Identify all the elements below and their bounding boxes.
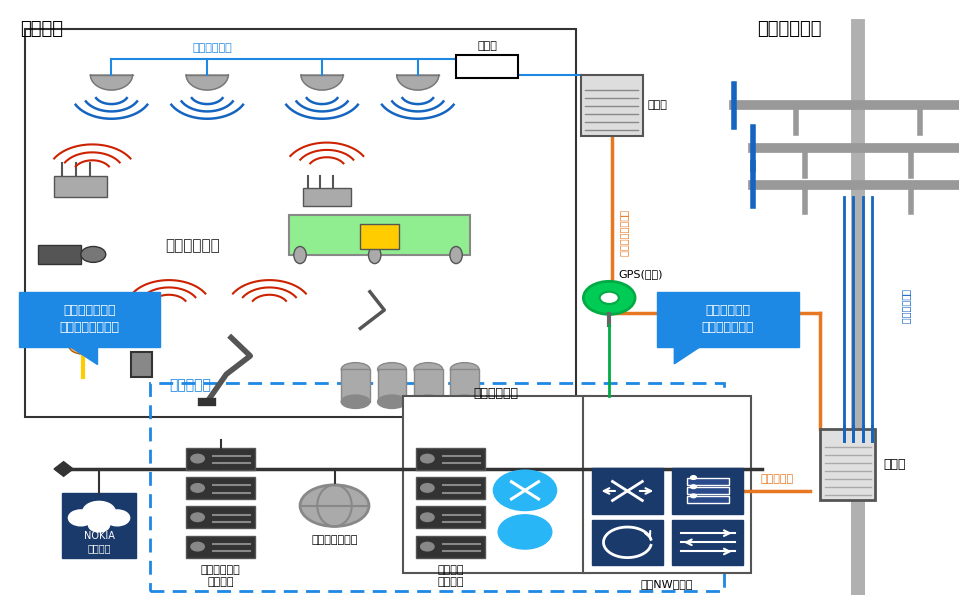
Bar (450, 370, 479, 402)
Bar (403, 395, 590, 573)
Text: コアNW装置群: コアNW装置群 (640, 579, 693, 589)
Bar (186, 535, 255, 558)
Bar (186, 448, 255, 470)
Text: 各種クラウド
サービス: 各種クラウド サービス (201, 565, 240, 588)
Bar (672, 468, 743, 513)
Ellipse shape (377, 363, 406, 376)
Bar (289, 216, 470, 255)
Text: メンテと監視は
クラウドから提供: メンテと監視は クラウドから提供 (60, 304, 119, 334)
Polygon shape (186, 75, 228, 90)
Bar (186, 507, 255, 528)
Ellipse shape (62, 327, 103, 342)
Bar (416, 448, 485, 470)
Bar (416, 477, 485, 499)
Ellipse shape (341, 395, 370, 408)
Polygon shape (674, 347, 700, 364)
Bar (150, 383, 724, 591)
Ellipse shape (294, 246, 306, 263)
Bar (657, 292, 799, 347)
Text: お客様範囲: お客様範囲 (169, 379, 211, 392)
Text: ファイバケーブル: ファイバケーブル (619, 210, 629, 257)
Circle shape (498, 515, 552, 549)
Ellipse shape (414, 395, 443, 408)
Circle shape (191, 513, 204, 521)
Text: 各種社内
システム: 各種社内 システム (437, 565, 464, 588)
Bar (456, 55, 518, 78)
Circle shape (68, 336, 97, 354)
Bar (686, 496, 729, 503)
Bar (61, 494, 136, 558)
Circle shape (420, 542, 434, 551)
Bar (341, 370, 370, 402)
Bar (592, 519, 662, 565)
Bar (54, 176, 107, 197)
Text: GPS(屋外): GPS(屋外) (619, 270, 663, 279)
Text: サーバルーム: サーバルーム (474, 387, 518, 400)
Bar (416, 507, 485, 528)
Bar (37, 244, 81, 264)
Polygon shape (90, 75, 132, 90)
Text: データ通信は
全て構内で完結: データ通信は 全て構内で完結 (702, 304, 755, 334)
Bar (584, 395, 751, 573)
Bar (25, 29, 576, 417)
Bar (186, 477, 255, 499)
Circle shape (420, 513, 434, 521)
Text: 屋内アンテナ: 屋内アンテナ (165, 238, 220, 254)
Circle shape (105, 510, 130, 526)
Circle shape (83, 502, 115, 522)
Bar (686, 478, 729, 485)
Text: 同軸ケーブル: 同軸ケーブル (901, 289, 911, 325)
Bar (820, 429, 876, 500)
Bar (686, 487, 729, 494)
Bar (581, 75, 643, 136)
Text: 屋内配置: 屋内配置 (20, 20, 63, 37)
Circle shape (191, 542, 204, 551)
Bar (360, 225, 398, 249)
Ellipse shape (450, 363, 479, 376)
Polygon shape (54, 462, 73, 476)
Circle shape (81, 246, 106, 262)
Ellipse shape (300, 485, 369, 526)
Text: NOKIA
クラウド: NOKIA クラウド (84, 531, 114, 553)
Circle shape (420, 484, 434, 492)
Text: 基地局: 基地局 (883, 458, 905, 471)
Circle shape (493, 470, 557, 510)
Circle shape (420, 454, 434, 463)
Ellipse shape (450, 246, 463, 263)
Bar (303, 188, 350, 206)
Circle shape (690, 485, 696, 489)
Bar (672, 519, 743, 565)
Circle shape (584, 281, 636, 314)
Ellipse shape (414, 363, 443, 376)
Circle shape (88, 518, 109, 532)
Ellipse shape (341, 363, 370, 376)
Bar (377, 370, 406, 402)
Bar (414, 370, 443, 402)
Text: 屋外アンテナ: 屋外アンテナ (757, 20, 822, 37)
Circle shape (690, 494, 696, 498)
Bar (592, 468, 662, 513)
Polygon shape (71, 347, 97, 364)
Ellipse shape (377, 395, 406, 408)
Text: インターネット: インターネット (311, 535, 358, 545)
Circle shape (191, 484, 204, 492)
Circle shape (690, 476, 696, 480)
Ellipse shape (369, 246, 381, 263)
Bar (416, 535, 485, 558)
Circle shape (191, 454, 204, 463)
Text: 基地局: 基地局 (647, 100, 667, 111)
Polygon shape (396, 75, 439, 90)
Text: 分配器: 分配器 (477, 42, 497, 52)
Polygon shape (301, 75, 343, 90)
Circle shape (600, 292, 619, 304)
Bar (18, 292, 160, 347)
Ellipse shape (450, 395, 479, 408)
Bar (131, 352, 152, 377)
Circle shape (68, 510, 93, 526)
Text: 同軸ケーブル: 同軸ケーブル (192, 44, 232, 53)
Text: 光ケーブル: 光ケーブル (760, 473, 793, 484)
